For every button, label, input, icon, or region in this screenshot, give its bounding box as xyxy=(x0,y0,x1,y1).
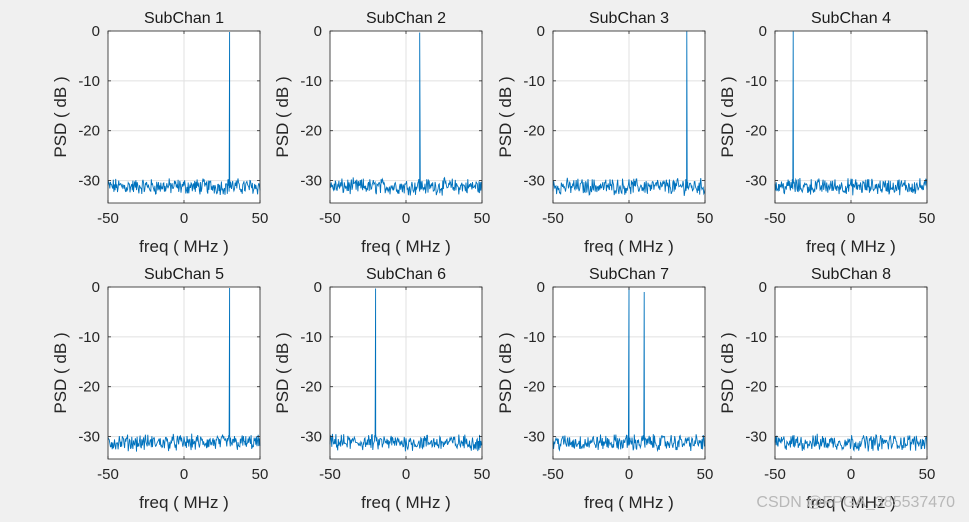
psd-series-line xyxy=(774,31,928,196)
y-tick-label: 0 xyxy=(92,279,100,296)
y-tick-label: -30 xyxy=(523,429,545,446)
x-tick-label: 50 xyxy=(474,210,491,227)
x-tick-label: 50 xyxy=(252,210,269,227)
psd-series-line xyxy=(774,433,928,452)
y-tick-label: -20 xyxy=(745,379,767,396)
x-tick-label: 0 xyxy=(180,466,188,483)
subplot-6: -50 0 50 0 -10 -20 -30 SubChan 6 freq ( MHz ) PSD… xyxy=(273,266,490,512)
x-tick-label: 50 xyxy=(697,466,714,483)
y-tick-label: -20 xyxy=(523,123,545,140)
y-tick-label: -30 xyxy=(300,429,322,446)
x-axis-label: freq ( MHz ) xyxy=(584,237,674,256)
y-axis-label: PSD ( dB ) xyxy=(718,332,737,413)
x-axis-label: freq ( MHz ) xyxy=(806,237,896,256)
y-tick-label: -10 xyxy=(523,73,545,90)
subplot-title: SubChan 2 xyxy=(366,10,446,27)
psd-series-line xyxy=(329,288,483,452)
subplot-4: -50 0 50 0 -10 -20 -30 SubChan 4 freq ( MHz ) PSD… xyxy=(718,10,935,256)
x-tick-label: -50 xyxy=(764,466,786,483)
x-tick-label: -50 xyxy=(542,466,564,483)
y-tick-label: 0 xyxy=(537,23,545,40)
x-tick-label: 0 xyxy=(402,210,410,227)
x-tick-label: -50 xyxy=(319,210,341,227)
psd-series-line xyxy=(329,32,483,196)
x-tick-label: 0 xyxy=(847,466,855,483)
x-tick-label: 0 xyxy=(847,210,855,227)
x-tick-label: 0 xyxy=(402,466,410,483)
y-tick-label: -20 xyxy=(523,379,545,396)
subplot-title: SubChan 6 xyxy=(366,266,446,283)
y-tick-label: 0 xyxy=(759,279,767,296)
x-axis-label: freq ( MHz ) xyxy=(139,493,229,512)
subplot-title: SubChan 5 xyxy=(144,266,224,283)
x-tick-label: -50 xyxy=(97,210,119,227)
y-tick-label: -20 xyxy=(745,123,767,140)
y-tick-label: -10 xyxy=(78,73,100,90)
watermark: CSDN @FPGA_385537470 xyxy=(756,494,955,511)
y-axis-label: PSD ( dB ) xyxy=(51,76,70,157)
x-axis-label: freq ( MHz ) xyxy=(361,493,451,512)
y-tick-label: 0 xyxy=(759,23,767,40)
y-tick-label: -10 xyxy=(300,329,322,346)
psd-series-line xyxy=(552,287,706,453)
y-tick-label: 0 xyxy=(314,279,322,296)
x-tick-label: 0 xyxy=(625,466,633,483)
y-tick-label: -10 xyxy=(523,329,545,346)
y-tick-label: -30 xyxy=(745,429,767,446)
y-tick-label: -20 xyxy=(300,379,322,396)
x-tick-label: -50 xyxy=(319,466,341,483)
y-tick-label: -30 xyxy=(78,173,100,190)
y-tick-label: -30 xyxy=(300,173,322,190)
y-tick-label: -10 xyxy=(745,73,767,90)
x-tick-label: 50 xyxy=(919,210,936,227)
y-axis-label: PSD ( dB ) xyxy=(496,76,515,157)
y-axis-label: PSD ( dB ) xyxy=(51,332,70,413)
y-tick-label: -30 xyxy=(745,173,767,190)
subplot-8: -50 0 50 0 -10 -20 -30 SubChan 8 freq ( MHz ) PSD… xyxy=(718,266,935,512)
x-tick-label: 0 xyxy=(180,210,188,227)
x-tick-label: 50 xyxy=(697,210,714,227)
y-tick-label: -20 xyxy=(300,123,322,140)
subplot-title: SubChan 1 xyxy=(144,10,224,27)
x-axis-label: freq ( MHz ) xyxy=(361,237,451,256)
x-tick-label: 50 xyxy=(252,466,269,483)
y-tick-label: -30 xyxy=(78,429,100,446)
subplot-title: SubChan 3 xyxy=(589,10,669,27)
y-tick-label: -20 xyxy=(78,379,100,396)
y-axis-label: PSD ( dB ) xyxy=(496,332,515,413)
y-axis-label: PSD ( dB ) xyxy=(273,332,292,413)
subplot-7: -50 0 50 0 -10 -20 -30 SubChan 7 freq ( MHz ) PSD… xyxy=(496,266,713,512)
subplot-title: SubChan 4 xyxy=(811,10,891,27)
x-axis-label: freq ( MHz ) xyxy=(584,493,674,512)
psd-series-line xyxy=(107,31,261,196)
subplot-title: SubChan 7 xyxy=(589,266,669,283)
subplot-5: -50 0 50 0 -10 -20 -30 SubChan 5 freq ( MHz ) PSD… xyxy=(51,266,268,512)
psd-series-line xyxy=(107,287,261,452)
x-tick-label: 50 xyxy=(474,466,491,483)
psd-series-line xyxy=(552,31,706,196)
x-axis-label: freq ( MHz ) xyxy=(806,493,896,512)
y-axis-label: PSD ( dB ) xyxy=(273,76,292,157)
y-tick-label: 0 xyxy=(92,23,100,40)
y-tick-label: -10 xyxy=(745,329,767,346)
subplot-title: SubChan 8 xyxy=(811,266,891,283)
x-tick-label: 0 xyxy=(625,210,633,227)
x-tick-label: 50 xyxy=(919,466,936,483)
subplot-1: -50 0 50 0 -10 -20 -30 SubChan 1 freq ( MHz ) PSD… xyxy=(51,10,268,256)
x-axis-label: freq ( MHz ) xyxy=(139,237,229,256)
x-tick-label: -50 xyxy=(97,466,119,483)
y-tick-label: -30 xyxy=(523,173,545,190)
subplot-3: -50 0 50 0 -10 -20 -30 SubChan 3 freq ( MHz ) PSD… xyxy=(496,10,713,256)
y-tick-label: -10 xyxy=(78,329,100,346)
y-tick-label: 0 xyxy=(537,279,545,296)
y-tick-label: -20 xyxy=(78,123,100,140)
x-tick-label: -50 xyxy=(764,210,786,227)
y-axis-label: PSD ( dB ) xyxy=(718,76,737,157)
x-tick-label: -50 xyxy=(542,210,564,227)
subplot-2: -50 0 50 0 -10 -20 -30 SubChan 2 freq ( MHz ) PSD… xyxy=(273,10,490,256)
y-tick-label: -10 xyxy=(300,73,322,90)
y-tick-label: 0 xyxy=(314,23,322,40)
